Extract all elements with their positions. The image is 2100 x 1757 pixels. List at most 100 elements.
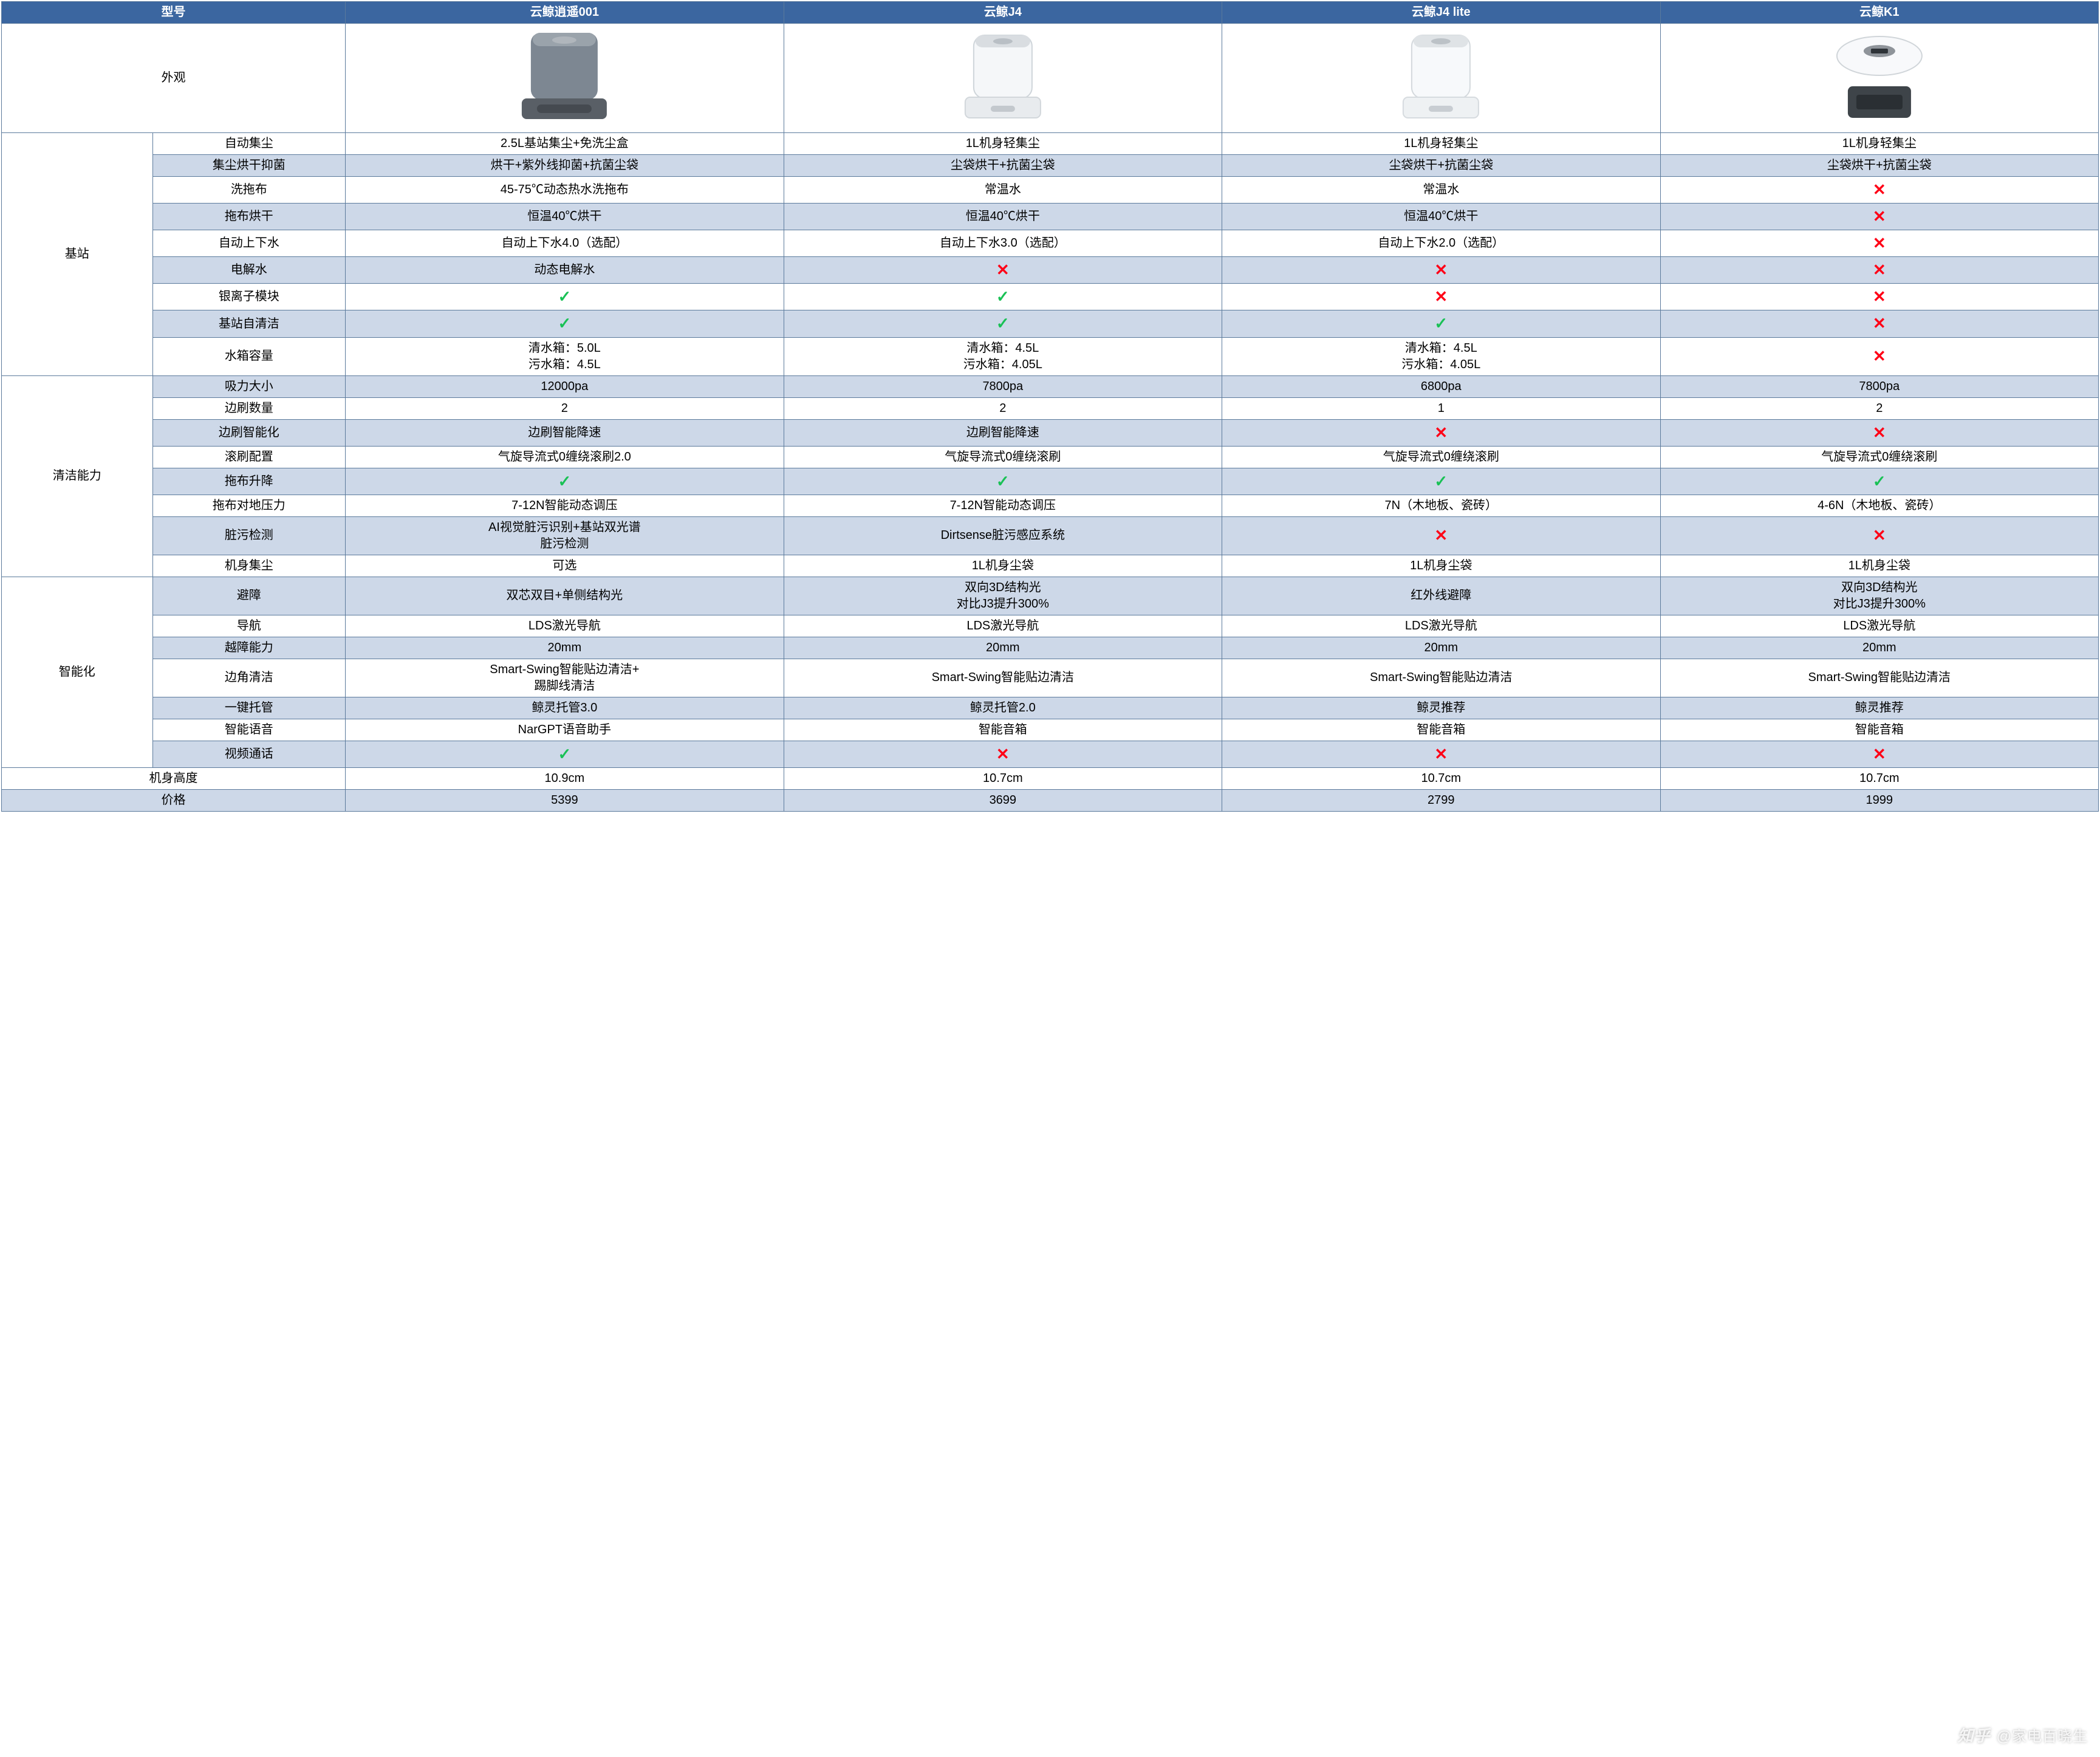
- cross-icon: ✕: [1873, 423, 1886, 442]
- value-cell: ✓: [346, 310, 784, 337]
- value-cell: ✕: [1222, 741, 1660, 767]
- subcategory-cell: 越障能力: [152, 637, 346, 659]
- value-cell: ✕: [1660, 741, 2098, 767]
- table-row: 清洁能力吸力大小12000pa7800pa6800pa7800pa: [2, 375, 2099, 397]
- value-cell: ✕: [784, 257, 1222, 284]
- table-row: 越障能力20mm20mm20mm20mm: [2, 637, 2099, 659]
- value-cell: Dirtsense脏污感应系统: [784, 516, 1222, 555]
- cross-icon: ✕: [1873, 261, 1886, 279]
- subcategory-cell: 边角清洁: [152, 659, 346, 697]
- value-cell: ✕: [1660, 516, 2098, 555]
- cross-icon: ✕: [1434, 526, 1448, 544]
- subcategory-cell: 一键托管: [152, 697, 346, 719]
- cross-icon: ✕: [1434, 423, 1448, 442]
- table-row: 洗拖布45-75℃动态热水洗拖布常温水常温水✕: [2, 177, 2099, 204]
- subcategory-cell: 边刷智能化: [152, 419, 346, 446]
- subcategory-cell: 视频通话: [152, 741, 346, 767]
- cross-icon: ✕: [1434, 745, 1448, 763]
- table-row: 边刷智能化边刷智能降速边刷智能降速✕✕: [2, 419, 2099, 446]
- cross-icon: ✕: [1873, 234, 1886, 252]
- robot-station-icon: [366, 27, 762, 130]
- value-cell: 20mm: [1222, 637, 1660, 659]
- table-row: 基站自动集尘2.5L基站集尘+免洗尘盒1L机身轻集尘1L机身轻集尘1L机身轻集尘: [2, 133, 2099, 155]
- table-row: 机身高度10.9cm10.7cm10.7cm10.7cm: [2, 767, 2099, 789]
- value-cell: 1L机身轻集尘: [1222, 133, 1660, 155]
- watermark-author: @家电百晓生: [1997, 1724, 2088, 1745]
- value-cell: ✓: [784, 310, 1222, 337]
- header-product-4: 云鲸K1: [1660, 2, 2098, 24]
- comparison-table: 型号 云鲸逍遥001 云鲸J4 云鲸J4 lite 云鲸K1 外观: [1, 1, 2099, 812]
- robot-disc-icon: [1681, 27, 2078, 130]
- value-cell: 气旋导流式0缠绕滚刷: [1660, 446, 2098, 468]
- value-cell: 20mm: [784, 637, 1222, 659]
- value-cell: ✕: [1222, 419, 1660, 446]
- value-cell: 恒温40℃烘干: [784, 204, 1222, 230]
- value-cell: 7800pa: [1660, 375, 2098, 397]
- table-row: 智能语音NarGPT语音助手智能音箱智能音箱智能音箱: [2, 719, 2099, 741]
- value-cell: ✓: [346, 468, 784, 495]
- value-cell: 20mm: [346, 637, 784, 659]
- value-cell: ✓: [346, 284, 784, 310]
- cross-icon: ✕: [1873, 314, 1886, 332]
- subcategory-cell: 银离子模块: [152, 284, 346, 310]
- table-row: 拖布对地压力7-12N智能动态调压7-12N智能动态调压7N（木地板、瓷砖）4-…: [2, 495, 2099, 516]
- check-icon: ✓: [996, 314, 1010, 332]
- value-cell: 2: [1660, 397, 2098, 419]
- value-cell: 双芯双目+单侧结构光: [346, 577, 784, 615]
- check-icon: ✓: [558, 745, 571, 763]
- value-cell: 红外线避障: [1222, 577, 1660, 615]
- category-cell: 基站: [2, 133, 153, 376]
- subcategory-cell: 自动集尘: [152, 133, 346, 155]
- table-row: 滚刷配置气旋导流式0缠绕滚刷2.0气旋导流式0缠绕滚刷气旋导流式0缠绕滚刷气旋导…: [2, 446, 2099, 468]
- value-cell: Smart-Swing智能贴边清洁: [784, 659, 1222, 697]
- value-cell: 恒温40℃烘干: [346, 204, 784, 230]
- value-cell: 边刷智能降速: [784, 419, 1222, 446]
- table-row: 边刷数量2212: [2, 397, 2099, 419]
- watermark: 知乎 @家电百晓生: [1958, 1724, 2088, 1746]
- value-cell: 恒温40℃烘干: [1222, 204, 1660, 230]
- subcategory-cell: 机身集尘: [152, 555, 346, 577]
- value-cell: 动态电解水: [346, 257, 784, 284]
- value-cell: 10.7cm: [1660, 767, 2098, 789]
- value-cell: 5399: [346, 789, 784, 811]
- table-row: 拖布烘干恒温40℃烘干恒温40℃烘干恒温40℃烘干✕: [2, 204, 2099, 230]
- check-icon: ✓: [1434, 472, 1448, 490]
- footer-label-cell: 机身高度: [2, 767, 346, 789]
- subcategory-cell: 电解水: [152, 257, 346, 284]
- value-cell: 清水箱：4.5L污水箱：4.05L: [784, 337, 1222, 375]
- value-cell: 自动上下水4.0（选配）: [346, 230, 784, 257]
- value-cell: 常温水: [784, 177, 1222, 204]
- value-cell: LDS激光导航: [1660, 615, 2098, 637]
- category-cell: 清洁能力: [2, 375, 153, 577]
- value-cell: ✕: [1660, 419, 2098, 446]
- subcategory-cell: 自动上下水: [152, 230, 346, 257]
- table-row: 智能化避障双芯双目+单侧结构光双向3D结构光对比J3提升300%红外线避障双向3…: [2, 577, 2099, 615]
- appearance-label: 外观: [2, 24, 346, 133]
- robot-station-icon: [1243, 27, 1639, 130]
- value-cell: LDS激光导航: [1222, 615, 1660, 637]
- value-cell: 常温水: [1222, 177, 1660, 204]
- value-cell: ✕: [1222, 284, 1660, 310]
- header-model-label: 型号: [2, 2, 346, 24]
- value-cell: Smart-Swing智能贴边清洁+踢脚线清洁: [346, 659, 784, 697]
- value-cell: 尘袋烘干+抗菌尘袋: [784, 155, 1222, 177]
- value-cell: 7800pa: [784, 375, 1222, 397]
- header-row: 型号 云鲸逍遥001 云鲸J4 云鲸J4 lite 云鲸K1: [2, 2, 2099, 24]
- value-cell: ✓: [1222, 468, 1660, 495]
- cross-icon: ✕: [1873, 287, 1886, 306]
- value-cell: 智能音箱: [1222, 719, 1660, 741]
- subcategory-cell: 脏污检测: [152, 516, 346, 555]
- product-image-4: [1660, 24, 2098, 133]
- value-cell: ✕: [1660, 337, 2098, 375]
- value-cell: 20mm: [1660, 637, 2098, 659]
- value-cell: 鲸灵推荐: [1222, 697, 1660, 719]
- value-cell: 6800pa: [1222, 375, 1660, 397]
- value-cell: 1L机身尘袋: [1222, 555, 1660, 577]
- subcategory-cell: 集尘烘干抑菌: [152, 155, 346, 177]
- value-cell: 10.9cm: [346, 767, 784, 789]
- value-cell: 3699: [784, 789, 1222, 811]
- value-cell: 尘袋烘干+抗菌尘袋: [1222, 155, 1660, 177]
- value-cell: 自动上下水3.0（选配）: [784, 230, 1222, 257]
- value-cell: ✕: [1222, 516, 1660, 555]
- subcategory-cell: 拖布烘干: [152, 204, 346, 230]
